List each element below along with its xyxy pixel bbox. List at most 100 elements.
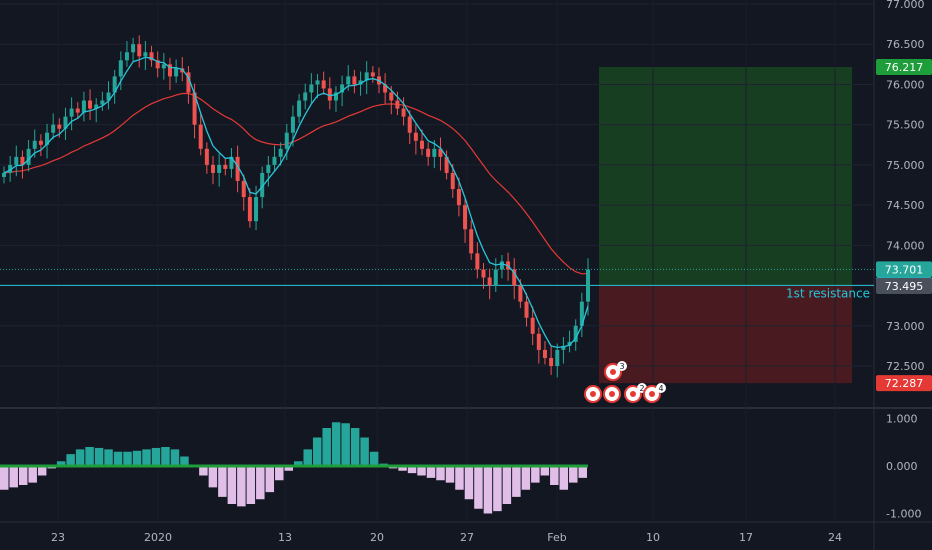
candle-body[interactable] <box>106 92 111 101</box>
candle-body[interactable] <box>94 104 99 109</box>
candle-body[interactable] <box>530 317 535 334</box>
candle-body[interactable] <box>456 189 461 206</box>
candle-body[interactable] <box>217 164 222 173</box>
candle-body[interactable] <box>438 148 443 157</box>
candle-body[interactable] <box>118 60 123 77</box>
candle-body[interactable] <box>161 64 166 69</box>
candle-body[interactable] <box>186 72 191 93</box>
candle-body[interactable] <box>241 180 246 198</box>
candle-body[interactable] <box>254 197 259 222</box>
candle-body[interactable] <box>383 84 388 93</box>
candle-body[interactable] <box>395 100 400 109</box>
candle-body[interactable] <box>124 52 129 61</box>
candle-body[interactable] <box>499 261 504 270</box>
candle-body[interactable] <box>174 68 179 77</box>
candle-body[interactable] <box>475 253 480 270</box>
candle-body[interactable] <box>260 172 265 198</box>
candle-body[interactable] <box>112 76 117 93</box>
candle-body[interactable] <box>426 148 431 157</box>
candle-body[interactable] <box>229 156 234 169</box>
candle-body[interactable] <box>51 124 56 133</box>
profit-zone[interactable] <box>599 66 852 286</box>
loss-zone[interactable] <box>599 285 852 384</box>
candle-body[interactable] <box>266 164 271 173</box>
candle-body[interactable] <box>297 100 302 117</box>
candle-body[interactable] <box>284 132 289 149</box>
candle-body[interactable] <box>131 44 136 53</box>
candle-body[interactable] <box>14 156 19 165</box>
candle-body[interactable] <box>389 92 394 101</box>
candle-body[interactable] <box>211 164 216 173</box>
candle-body[interactable] <box>100 100 105 105</box>
histogram-bar <box>85 447 94 466</box>
histogram-bar <box>417 466 426 476</box>
candle-body[interactable] <box>272 156 277 165</box>
candle-body[interactable] <box>579 301 584 326</box>
candle-body[interactable] <box>290 116 295 133</box>
candle-body[interactable] <box>192 92 197 125</box>
candle-body[interactable] <box>223 164 228 169</box>
candle-body[interactable] <box>493 269 498 286</box>
candle-body[interactable] <box>340 84 345 93</box>
candle-body[interactable] <box>432 148 437 157</box>
candle-body[interactable] <box>555 349 560 366</box>
candle-body[interactable] <box>327 88 332 101</box>
candle-body[interactable] <box>38 140 43 145</box>
candle-body[interactable] <box>321 80 326 89</box>
candle-body[interactable] <box>407 116 412 133</box>
candle-body[interactable] <box>370 72 375 77</box>
candle-body[interactable] <box>75 108 80 113</box>
candle-body[interactable] <box>549 357 554 366</box>
candle-body[interactable] <box>235 156 240 181</box>
candle-body[interactable] <box>278 148 283 157</box>
candle-body[interactable] <box>333 92 338 101</box>
candle-body[interactable] <box>561 345 566 350</box>
candle-body[interactable] <box>247 197 252 222</box>
candle-body[interactable] <box>420 140 425 149</box>
candle-body[interactable] <box>346 76 351 85</box>
candle-body[interactable] <box>303 92 308 101</box>
candle-body[interactable] <box>167 64 172 77</box>
candle-body[interactable] <box>137 44 142 57</box>
candle-body[interactable] <box>413 132 418 141</box>
candle-body[interactable] <box>2 172 6 177</box>
candle-body[interactable] <box>463 205 468 230</box>
price-tick-label: 73.000 <box>886 320 925 333</box>
candle-body[interactable] <box>57 124 62 129</box>
candle-body[interactable] <box>63 116 68 129</box>
candle-body[interactable] <box>512 269 517 286</box>
candle-body[interactable] <box>524 301 529 318</box>
candle-body[interactable] <box>204 148 209 165</box>
candle-body[interactable] <box>573 325 578 342</box>
candle-body[interactable] <box>586 269 590 302</box>
candle-body[interactable] <box>542 349 547 358</box>
candle-body[interactable] <box>143 52 148 57</box>
candle-body[interactable] <box>155 60 160 69</box>
candle-body[interactable] <box>26 148 31 165</box>
candle-body[interactable] <box>567 341 572 346</box>
candle-body[interactable] <box>32 140 37 149</box>
candle-body[interactable] <box>81 100 86 113</box>
candle-body[interactable] <box>518 285 523 302</box>
candle-body[interactable] <box>444 156 449 173</box>
candle-body[interactable] <box>358 80 363 85</box>
candle-body[interactable] <box>315 80 320 85</box>
candle-body[interactable] <box>309 84 314 93</box>
candle-body[interactable] <box>352 76 357 85</box>
candle-body[interactable] <box>401 108 406 117</box>
candle-body[interactable] <box>364 72 369 81</box>
candle-body[interactable] <box>450 172 455 190</box>
candle-body[interactable] <box>8 164 13 173</box>
candle-body[interactable] <box>198 124 203 149</box>
candle-body[interactable] <box>469 229 474 254</box>
candle-body[interactable] <box>69 108 74 117</box>
candle-body[interactable] <box>88 100 93 109</box>
candle-body[interactable] <box>487 277 492 286</box>
candle-body[interactable] <box>45 132 50 145</box>
candle-body[interactable] <box>481 269 486 278</box>
candle-body[interactable] <box>536 333 541 350</box>
event-marker-badge <box>656 383 666 393</box>
candle-body[interactable] <box>20 156 25 165</box>
candle-body[interactable] <box>149 52 154 61</box>
